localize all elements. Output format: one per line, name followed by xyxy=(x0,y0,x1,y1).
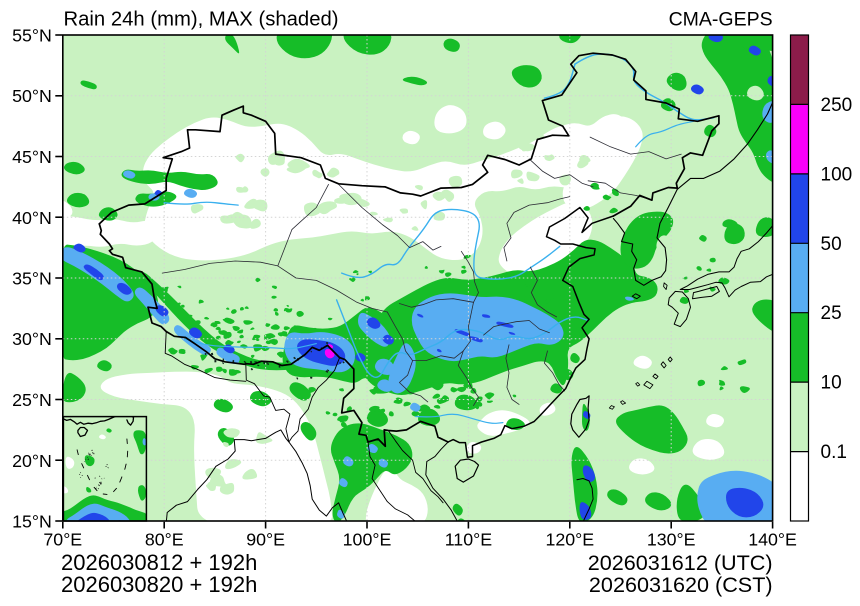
svg-text:45°N: 45°N xyxy=(12,147,52,167)
svg-text:0.1: 0.1 xyxy=(821,442,847,463)
svg-text:20°N: 20°N xyxy=(12,451,52,471)
svg-text:Rain 24h (mm), MAX (shaded): Rain 24h (mm), MAX (shaded) xyxy=(64,9,339,31)
svg-text:15°N: 15°N xyxy=(12,512,52,532)
svg-text:130°E: 130°E xyxy=(647,530,696,550)
svg-text:55°N: 55°N xyxy=(12,26,52,46)
svg-text:90°E: 90°E xyxy=(246,530,285,550)
svg-text:35°N: 35°N xyxy=(12,269,52,289)
svg-text:70°E: 70°E xyxy=(43,530,82,550)
svg-text:2026031620 (CST): 2026031620 (CST) xyxy=(589,572,773,597)
svg-text:25: 25 xyxy=(821,303,842,324)
svg-text:100°E: 100°E xyxy=(343,530,392,550)
svg-text:50: 50 xyxy=(821,234,842,255)
svg-text:120°E: 120°E xyxy=(545,530,594,550)
svg-text:2026030820 + 192h: 2026030820 + 192h xyxy=(61,572,257,597)
svg-text:50°N: 50°N xyxy=(12,86,52,106)
svg-text:140°E: 140°E xyxy=(748,530,797,550)
svg-text:110°E: 110°E xyxy=(445,530,492,550)
svg-text:10: 10 xyxy=(821,373,842,394)
svg-text:80°E: 80°E xyxy=(145,530,184,550)
svg-text:CMA-GEPS: CMA-GEPS xyxy=(669,9,773,31)
svg-text:100: 100 xyxy=(821,164,853,185)
svg-text:250: 250 xyxy=(821,95,853,116)
svg-text:2026030812 + 192h: 2026030812 + 192h xyxy=(61,550,257,575)
svg-text:40°N: 40°N xyxy=(12,208,52,228)
svg-text:30°N: 30°N xyxy=(12,329,52,349)
svg-text:25°N: 25°N xyxy=(12,390,52,410)
svg-text:2026031612 (UTC): 2026031612 (UTC) xyxy=(588,550,773,575)
